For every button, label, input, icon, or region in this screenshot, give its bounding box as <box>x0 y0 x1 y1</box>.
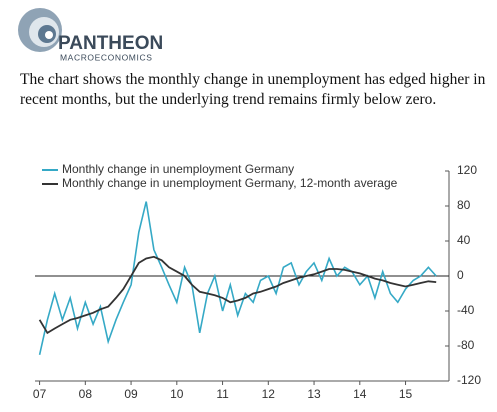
y-tick-label: 0 <box>457 268 464 282</box>
y-tick-label: -120 <box>457 373 481 387</box>
y-tick-label: 40 <box>457 233 471 247</box>
logo-icon <box>45 31 53 39</box>
x-tick-label: 13 <box>307 387 321 401</box>
caption: The chart shows the monthly change in un… <box>20 71 486 108</box>
x-tick-label: 09 <box>124 387 138 401</box>
series-line <box>38 201 437 355</box>
x-tick-label: 11 <box>216 387 229 401</box>
x-tick-label: 10 <box>170 387 184 401</box>
series-line <box>38 255 437 335</box>
x-tick-label: 15 <box>399 387 413 401</box>
x-tick-label: 12 <box>262 387 276 401</box>
legend-label: Monthly change in unemployment Germany <box>62 162 294 176</box>
tagline: MACROECONOMICS <box>60 52 152 62</box>
logo: PANTHEON MACROECONOMICS <box>18 8 163 62</box>
x-tick-label: 08 <box>79 387 93 401</box>
y-tick-label: 80 <box>457 198 471 212</box>
x-tick-label: 07 <box>33 387 47 401</box>
x-tick-label: 14 <box>353 387 367 401</box>
y-tick-label: -80 <box>457 338 475 352</box>
brand: PANTHEON <box>58 33 163 54</box>
y-tick-label: -40 <box>457 303 475 317</box>
legend-label: Monthly change in unemployment Germany, … <box>62 176 398 190</box>
chart: -120 -80 -40 0 40 80 120 07 08 09 10 11 12 13 14 15 Mont… <box>33 162 481 401</box>
y-tick-label: 120 <box>457 163 477 177</box>
